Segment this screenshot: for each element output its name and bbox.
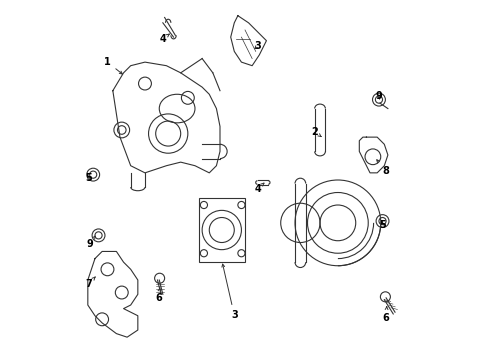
Text: 1: 1 (104, 57, 122, 74)
Text: 9: 9 (86, 236, 95, 249)
Text: 4: 4 (254, 183, 264, 194)
Text: 2: 2 (311, 127, 321, 137)
Bar (198, 198, 245, 262)
Text: 9: 9 (375, 91, 382, 101)
Text: 4: 4 (159, 34, 169, 44)
Text: 5: 5 (86, 173, 92, 183)
Text: 3: 3 (222, 264, 238, 320)
Text: 6: 6 (383, 307, 390, 323)
Text: 7: 7 (86, 277, 95, 289)
Text: 3: 3 (254, 41, 261, 51)
Text: 8: 8 (377, 160, 390, 176)
Text: 6: 6 (155, 287, 162, 303)
Text: 5: 5 (379, 220, 386, 230)
